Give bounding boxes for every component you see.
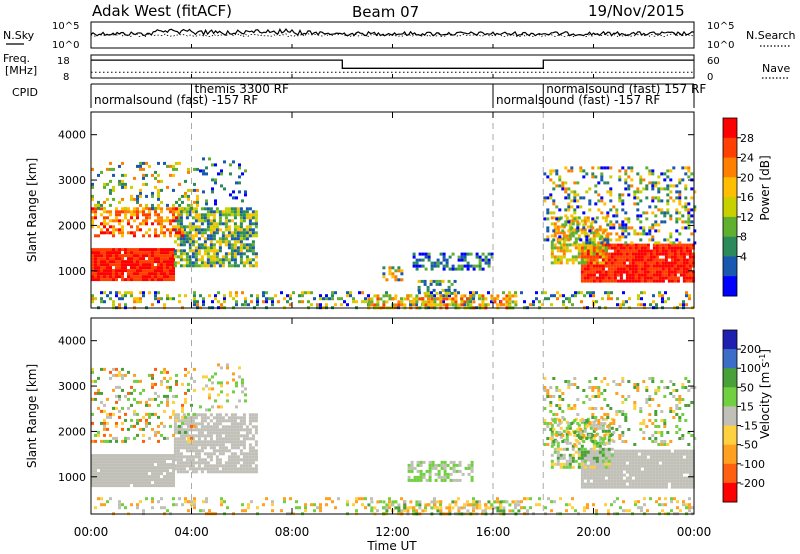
nsky-left-tick-bottom: 10^0 xyxy=(52,40,79,51)
nsky-trace xyxy=(90,27,695,38)
freq-panel: Freq. [MHz] 18 8 60 0 Nave xyxy=(3,52,790,83)
y-tick-label: 4000 xyxy=(58,335,86,348)
nsearch-right-tick-bottom: 10^0 xyxy=(707,40,734,51)
colorbar-tick-label: 8 xyxy=(740,231,747,244)
x-tick-label: 04:00 xyxy=(174,525,209,539)
y-tick-label: 2000 xyxy=(58,425,86,438)
velocity-heatmap xyxy=(91,363,697,516)
x-tick-label: 08:00 xyxy=(275,525,310,539)
nave-tick-top: 60 xyxy=(707,56,720,67)
power-colorbar-label: Power [dB] xyxy=(758,155,772,220)
colorbar-tick-label: 12 xyxy=(740,211,754,224)
x-axis: 00:00 04:00 08:00 12:00 16:00 20:00 00:00 xyxy=(74,44,712,539)
y-tick-label: 1000 xyxy=(58,265,86,278)
colorbar-tick-label: 100 xyxy=(740,362,761,375)
cpid-segment-1: normalsound (fast) -157 RF xyxy=(94,93,258,107)
x-tick-label: 12:00 xyxy=(375,525,410,539)
x-tick-label: 00:00 xyxy=(677,525,712,539)
y-tick-label: 1000 xyxy=(58,471,86,484)
freq-unit-label: [MHz] xyxy=(5,64,37,77)
colorbar-tick-label: -50 xyxy=(740,439,758,452)
freq-tick-top: 18 xyxy=(57,56,70,67)
freq-trace xyxy=(91,59,694,73)
colorbar-tick-label: -100 xyxy=(740,458,765,471)
cpid-segment-2: themis 3300 RF xyxy=(195,82,289,96)
station-title: Adak West (fitACF) xyxy=(92,2,232,20)
x-tick-label: 20:00 xyxy=(576,525,611,539)
colorbar-tick-label: 28 xyxy=(740,132,754,145)
colorbar-tick-label: 50 xyxy=(740,381,754,394)
nsearch-label: N.Search xyxy=(746,29,796,42)
x-tick-label: 00:00 xyxy=(74,525,109,539)
nsky-panel: N.Sky 10^5 10^0 10^5 10^0 N.Search xyxy=(3,21,796,51)
beam-title: Beam 07 xyxy=(352,3,419,21)
nsearch-line xyxy=(90,33,695,38)
colorbar-tick-label: 16 xyxy=(740,191,754,204)
velocity-panel: 1000 2000 3000 4000 Slant Range [km] 200 100… xyxy=(25,317,772,516)
y-tick-label: 4000 xyxy=(58,129,86,142)
nave-label: Nave xyxy=(762,62,790,75)
x-tick-label: 16:00 xyxy=(476,525,511,539)
colorbar-tick-label: 15 xyxy=(740,400,754,413)
power-panel: 1000 2000 3000 4000 Slant Range [km] 28 24 20… xyxy=(25,111,772,310)
y-tick-label: 3000 xyxy=(58,174,86,187)
freq-label: Freq. xyxy=(3,52,30,65)
freq-tick-bottom: 8 xyxy=(63,72,69,83)
nsky-line xyxy=(90,27,695,37)
nsearch-right-tick-top: 10^5 xyxy=(707,21,734,32)
nave-tick-bottom: 0 xyxy=(707,72,713,83)
colorbar-tick-label: -200 xyxy=(740,477,765,490)
x-axis-label: Time UT xyxy=(366,539,417,553)
colorbar-tick-label: 20 xyxy=(740,171,754,184)
power-y-axis-label: Slant Range [km] xyxy=(25,158,39,262)
colorbar-tick-label: 24 xyxy=(740,152,754,165)
freq-line xyxy=(91,59,694,69)
y-tick-label: 3000 xyxy=(58,380,86,393)
cpid-panel: CPID normalsound (fast) -157 RF themis 3… xyxy=(12,82,706,108)
colorbar-tick-label: 4 xyxy=(740,250,747,263)
power-colorbar: 28 24 20 16 12 8 4 xyxy=(722,117,754,297)
velocity-colorbar-label: Velocity [m s-1] xyxy=(758,349,772,439)
nsky-left-tick-top: 10^5 xyxy=(52,21,79,32)
velocity-y-axis-label: Slant Range [km] xyxy=(25,364,39,468)
cpid-segment-3: normalsound (fast) -157 RF xyxy=(496,93,660,107)
nsky-label: N.Sky xyxy=(3,29,35,42)
cpid-segment-4: normalsound (fast) 157 RF xyxy=(546,82,706,96)
date-title: 19/Nov/2015 xyxy=(588,2,685,20)
colorbar-tick-label: -15 xyxy=(740,420,758,433)
y-tick-label: 2000 xyxy=(58,219,86,232)
velocity-colorbar: 200 100 50 15 -15 -50 -100 -200 xyxy=(722,329,765,503)
colorbar-tick-label: 200 xyxy=(740,343,761,356)
cpid-label: CPID xyxy=(12,86,38,99)
